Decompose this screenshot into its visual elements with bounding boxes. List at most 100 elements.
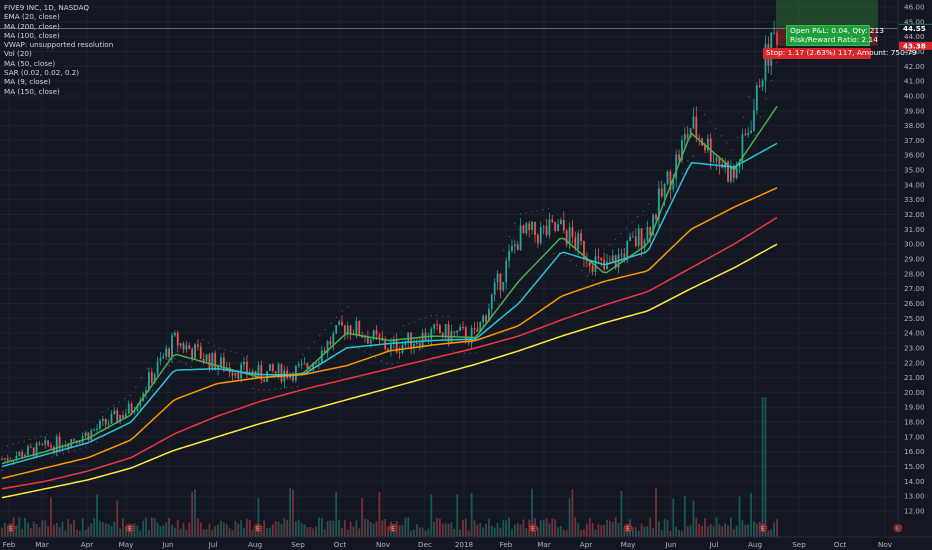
price-tick-label: 13.00 (904, 492, 925, 501)
volume-bar (669, 530, 672, 537)
volume-bar (730, 517, 732, 537)
sar-dot (241, 353, 243, 355)
candle-body (444, 324, 447, 338)
volume-bar (173, 527, 176, 537)
volume-bar (617, 522, 620, 537)
candle-body (392, 339, 395, 344)
candle-body (222, 357, 225, 371)
sar-dot (670, 198, 672, 200)
legend-study-sar[interactable]: SAR (0.02, 0.02, 0.2) (4, 68, 80, 78)
volume-bar (531, 488, 534, 537)
volume-bar (199, 522, 202, 537)
legend-study-ma9[interactable]: MA (9, close) (4, 77, 51, 87)
sar-dot (57, 455, 59, 457)
volume-bar (269, 527, 271, 537)
legend-study-vwap[interactable]: VWAP: unsupported resolution (4, 40, 114, 50)
candle-body (297, 364, 300, 366)
earnings-icon (125, 523, 135, 533)
volume-bar (421, 527, 424, 537)
legend-study-ema20[interactable]: EMA (20, close) (4, 12, 60, 22)
grid (0, 0, 898, 537)
time-axis[interactable]: Feb Mar Apr May Jun Jul Aug Sep Oct Nov Dec 2018 Feb… (3, 540, 893, 549)
sar-dot (709, 121, 711, 123)
volume-bar (646, 526, 649, 537)
volume-bar (18, 517, 21, 537)
volume-bar (329, 520, 332, 537)
earnings-letter: E (128, 526, 132, 533)
legend-study-vol[interactable]: Vol (20) (4, 49, 32, 59)
time-tick-label: Aug (248, 540, 262, 549)
candle-body (773, 32, 776, 34)
position-profit-label[interactable]: Open P&L: 0.04, Qty: 213 Risk/Reward Rat… (786, 25, 884, 47)
volume-bar (467, 530, 470, 537)
volume-bar (744, 524, 747, 537)
legend-study-ma150[interactable]: MA (150, close) (4, 86, 60, 96)
sar-dot (558, 252, 561, 254)
volume-bar (127, 528, 130, 537)
candle-body (758, 85, 761, 87)
position-stop-label[interactable]: Stop: 1.17 (2.63%) 117, Amount: 750.79 (763, 48, 917, 59)
candle-body (574, 237, 577, 250)
candle-body (502, 282, 505, 291)
price-axis[interactable]: 46.00 45.00 44.00 43.00 42.00 41.00 40.00 39.00… (898, 0, 932, 537)
sar-dot (402, 325, 405, 327)
sar-dot (676, 185, 678, 187)
volume-bar (124, 526, 127, 537)
volume-bar (156, 522, 159, 537)
volume-bar (165, 522, 168, 537)
candle-body (346, 325, 349, 334)
volume-bar (387, 526, 389, 537)
volume-bar (159, 526, 162, 537)
earnings-letter: E (626, 526, 630, 533)
candle-body (24, 454, 26, 458)
earnings-letter: E (761, 526, 765, 533)
price-tick-label: 21.00 (904, 373, 925, 382)
earnings-markers[interactable]: EEEEEEEE (6, 523, 903, 533)
volume-bar (418, 527, 421, 537)
sar-dot (68, 451, 70, 453)
candle-body (191, 349, 194, 359)
candle-body (747, 132, 750, 136)
stop-text: Stop: 1.17 (2.63%) 117, Amount: 750.79 (766, 48, 917, 57)
price-tick-label: 23.00 (904, 343, 925, 352)
sar-dot (85, 446, 87, 448)
candle-body (525, 223, 528, 234)
volume-bar (430, 494, 433, 537)
legend-study-ma100[interactable]: MA (100, close) (4, 30, 60, 40)
volume-bar (608, 520, 611, 537)
legend-study-ma200[interactable]: MA (200, close) (4, 21, 60, 31)
candle-body (554, 221, 557, 231)
legend-study-ma50[interactable]: MA (50, close) (4, 58, 56, 68)
volume-bar (738, 496, 741, 537)
volume-bar (755, 523, 758, 537)
candle-body (669, 171, 672, 190)
volume-bar (90, 523, 93, 537)
candle-body (456, 330, 459, 333)
candle-body (404, 342, 407, 346)
price-marker-label: 44.55 (903, 24, 926, 33)
candle-body (130, 403, 133, 413)
volume-bar (375, 521, 378, 537)
price-tick-label: 36.00 (904, 151, 925, 160)
candle-body (453, 331, 456, 333)
volume-bar (251, 529, 254, 537)
candle-body (260, 365, 263, 380)
volume-bar (67, 519, 70, 537)
candle-body (562, 220, 565, 231)
volume-bar (263, 520, 266, 537)
volume-bar (585, 524, 588, 537)
volume-bar (632, 527, 634, 537)
candle-body (338, 321, 340, 325)
volume-bar (15, 525, 18, 537)
candle-body (133, 410, 136, 413)
sar-dot (218, 347, 221, 350)
candle-body (415, 342, 418, 344)
volume-bar (101, 522, 104, 537)
candle-body (591, 265, 594, 272)
sar-dot (625, 227, 628, 229)
sar-dot (51, 456, 53, 458)
price-tick-label: 38.00 (904, 121, 925, 130)
candle-body (179, 343, 182, 346)
price-marker-label: 43.38 (903, 41, 926, 50)
